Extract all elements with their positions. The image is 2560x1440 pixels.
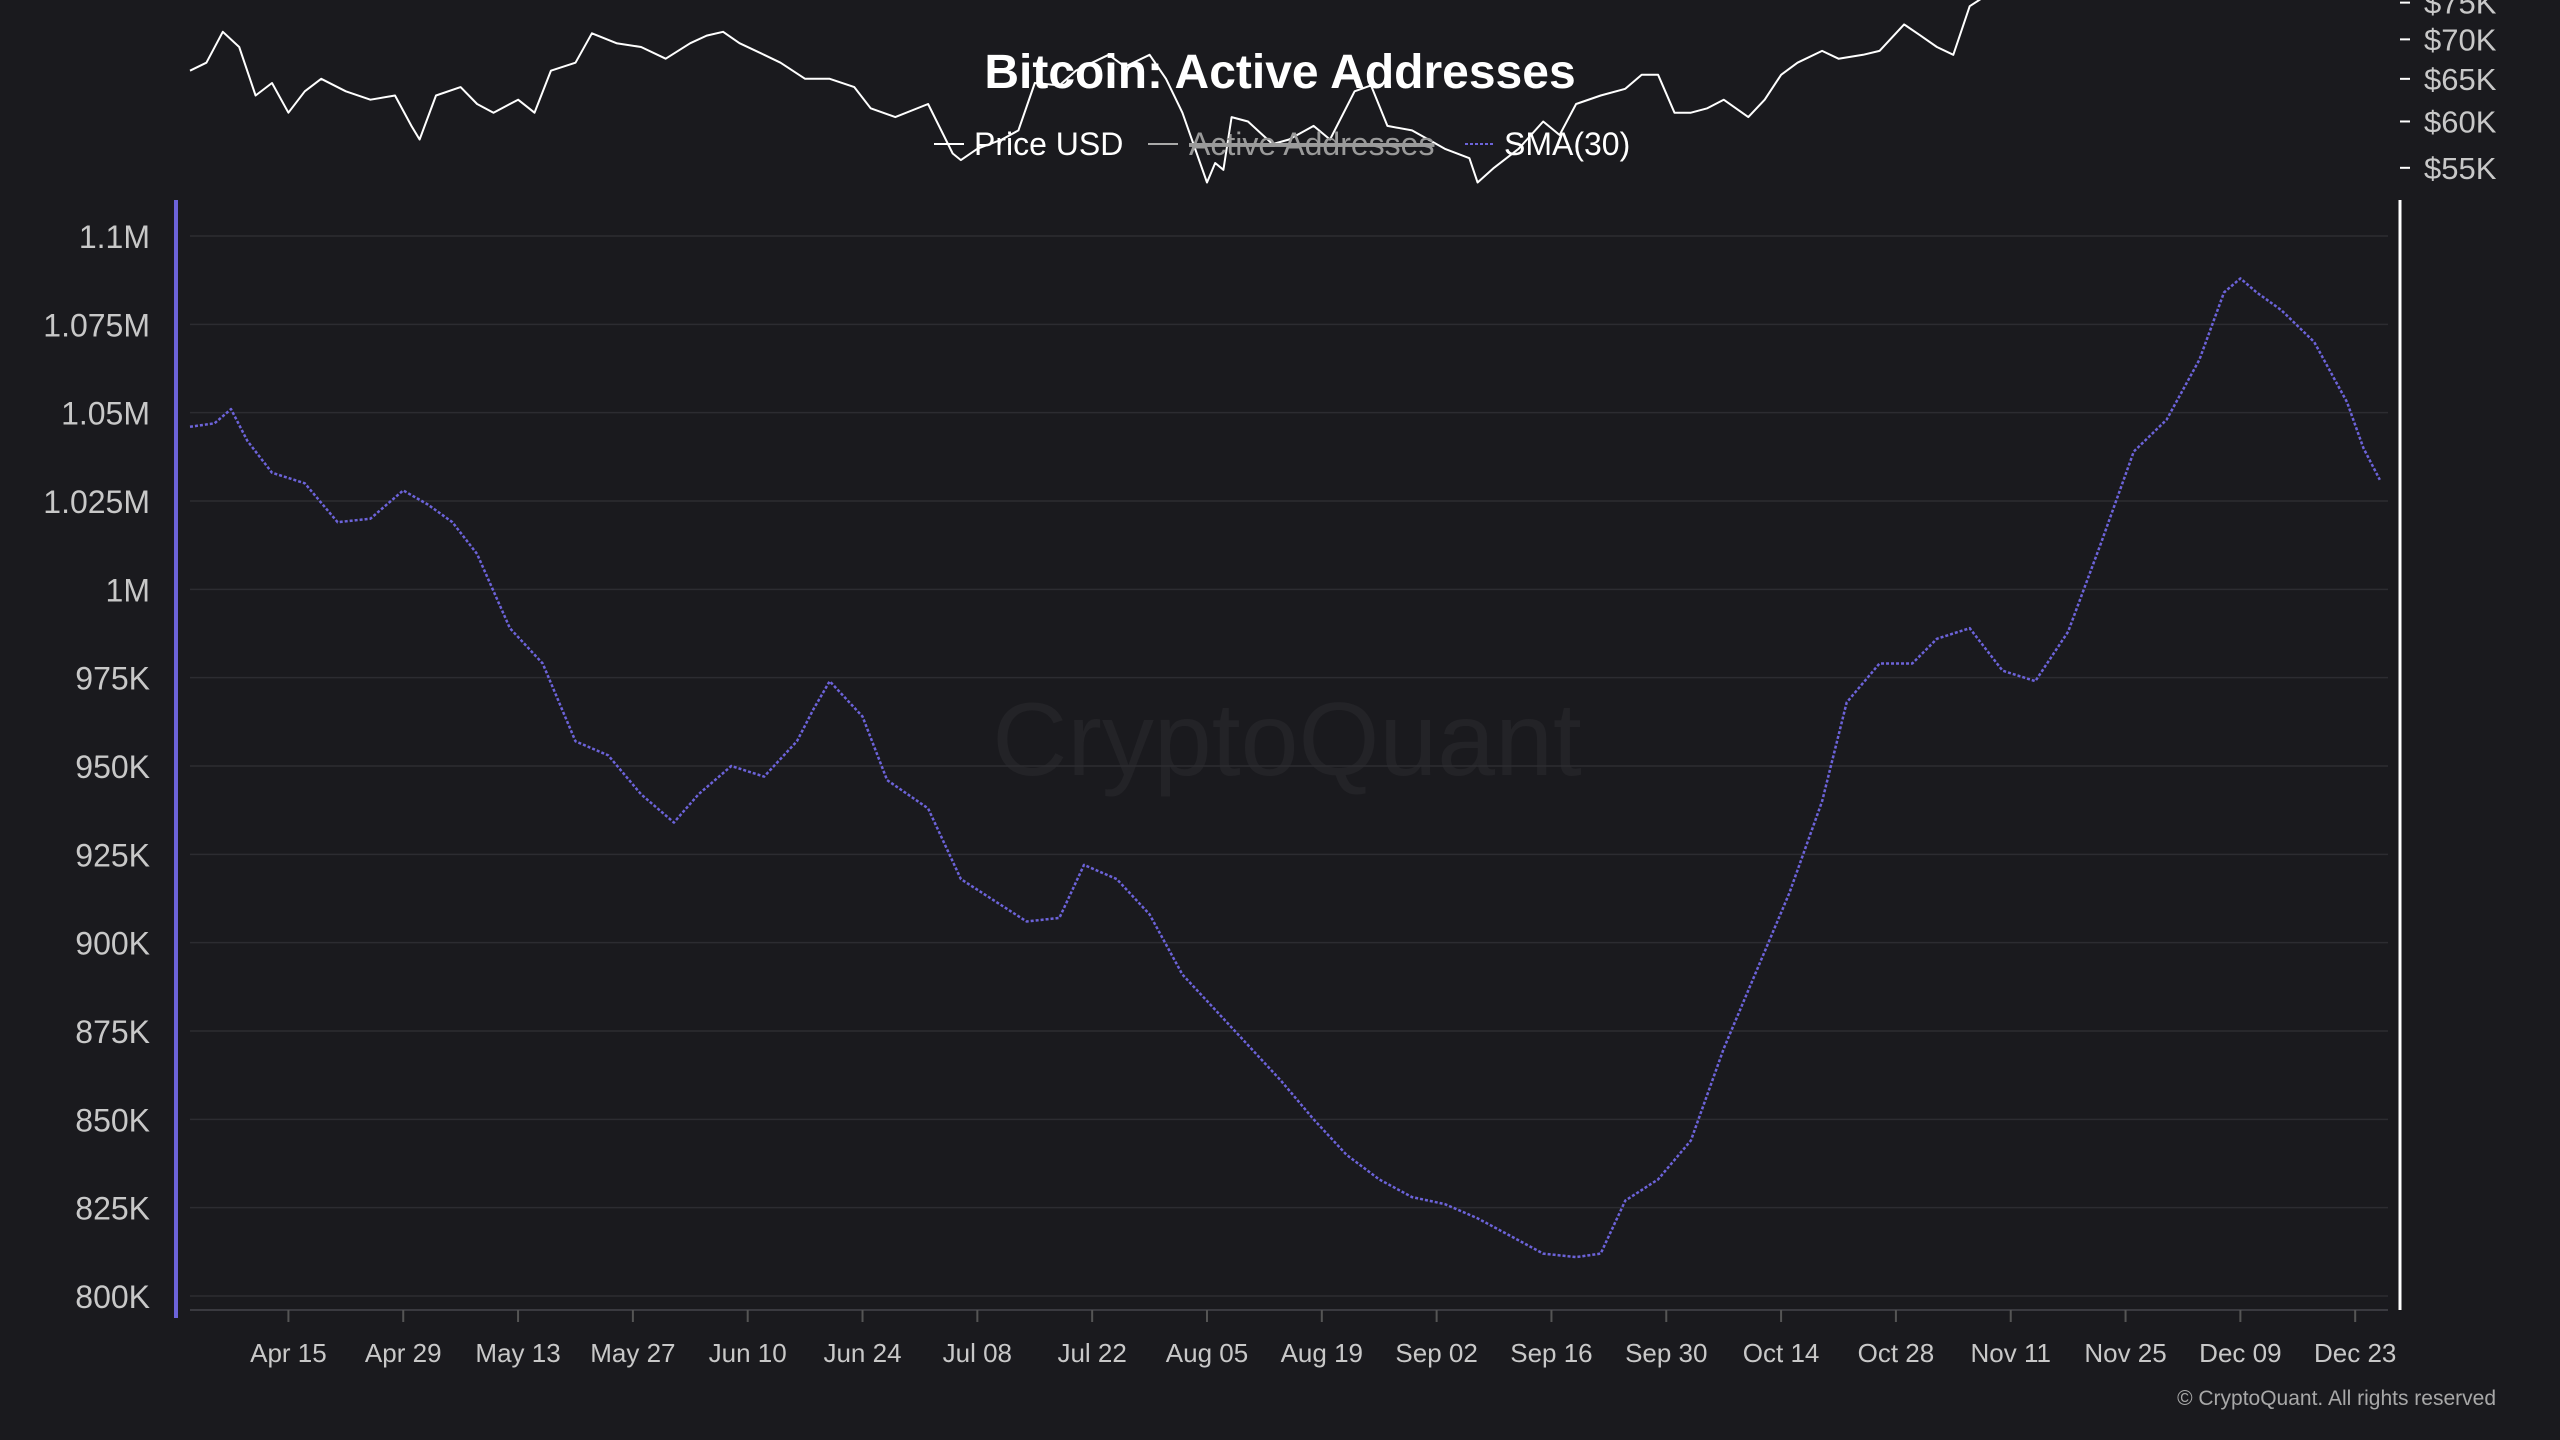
x-tick-label: Oct 14 xyxy=(1743,1338,1820,1368)
x-tick-label: May 13 xyxy=(475,1338,560,1368)
x-tick-label: Jul 08 xyxy=(943,1338,1012,1368)
right-tick-label: $60K xyxy=(2424,104,2497,139)
x-tick-label: May 27 xyxy=(590,1338,675,1368)
left-tick-label: 1.075M xyxy=(43,307,150,343)
x-tick-label: Jun 24 xyxy=(823,1338,901,1368)
series-layer xyxy=(189,0,2381,1259)
left-tick-label: 875K xyxy=(75,1014,150,1050)
chart-title: Bitcoin: Active Addresses xyxy=(984,46,1575,99)
x-tick-label: Jul 22 xyxy=(1057,1338,1126,1368)
left-tick-label: 1.1M xyxy=(79,219,150,255)
tick-labels: 800K 825K 850K 875K 900K 925K 950K 975K 1M 1.025M… xyxy=(43,0,2497,1368)
legend-item-price-usd[interactable]: Price USD xyxy=(934,126,1123,162)
legend-item-sma-30[interactable]: SMA(30) xyxy=(1465,126,1630,162)
x-tick-label: Nov 25 xyxy=(2084,1338,2166,1368)
x-tick-label: Aug 05 xyxy=(1166,1338,1248,1368)
left-tick-label: 850K xyxy=(75,1102,150,1138)
x-tick-label: Dec 23 xyxy=(2314,1338,2396,1368)
left-tick-label: 925K xyxy=(75,837,150,873)
x-tick-label: Nov 11 xyxy=(1971,1338,2051,1368)
copyright-text: © CryptoQuant. All rights reserved xyxy=(2177,1387,2496,1410)
right-tick-label: $55K xyxy=(2424,151,2497,186)
legend[interactable]: Price USD Active Addresses SMA(30) xyxy=(934,126,1630,162)
left-tick-label: 800K xyxy=(75,1279,150,1315)
x-tick-label: Sep 16 xyxy=(1510,1338,1592,1368)
x-tick-label: Aug 19 xyxy=(1281,1338,1363,1368)
x-tick-label: Sep 02 xyxy=(1395,1338,1477,1368)
left-tick-label: 900K xyxy=(75,926,150,962)
right-tick-label: $65K xyxy=(2424,62,2497,97)
legend-item-active-addresses[interactable]: Active Addresses xyxy=(1148,126,1435,162)
x-tick-label: Apr 15 xyxy=(250,1338,327,1368)
x-tick-label: Dec 09 xyxy=(2199,1338,2281,1368)
legend-label: Price USD xyxy=(974,126,1123,162)
left-tick-label: 825K xyxy=(75,1191,150,1227)
x-tick-label: Oct 28 xyxy=(1858,1338,1935,1368)
x-tick-label: Sep 30 xyxy=(1625,1338,1707,1368)
x-tick-label: Apr 29 xyxy=(365,1338,442,1368)
gridlines xyxy=(190,235,2388,1297)
axes xyxy=(174,1,2410,1322)
left-tick-label: 1M xyxy=(106,572,150,608)
legend-label: SMA(30) xyxy=(1504,126,1630,162)
left-tick-label: 975K xyxy=(75,661,150,697)
left-tick-label: 950K xyxy=(75,749,150,785)
left-tick-label: 1.05M xyxy=(61,396,150,432)
left-tick-label: 1.025M xyxy=(43,484,150,520)
x-tick-label: Jun 10 xyxy=(709,1338,787,1368)
right-tick-label: $70K xyxy=(2424,22,2497,57)
series-line-sma30 xyxy=(189,277,2381,1259)
right-tick-label: $75K xyxy=(2424,0,2497,21)
series-line-price-usd xyxy=(189,0,1982,184)
watermark: CryptoQuant xyxy=(992,682,1582,798)
